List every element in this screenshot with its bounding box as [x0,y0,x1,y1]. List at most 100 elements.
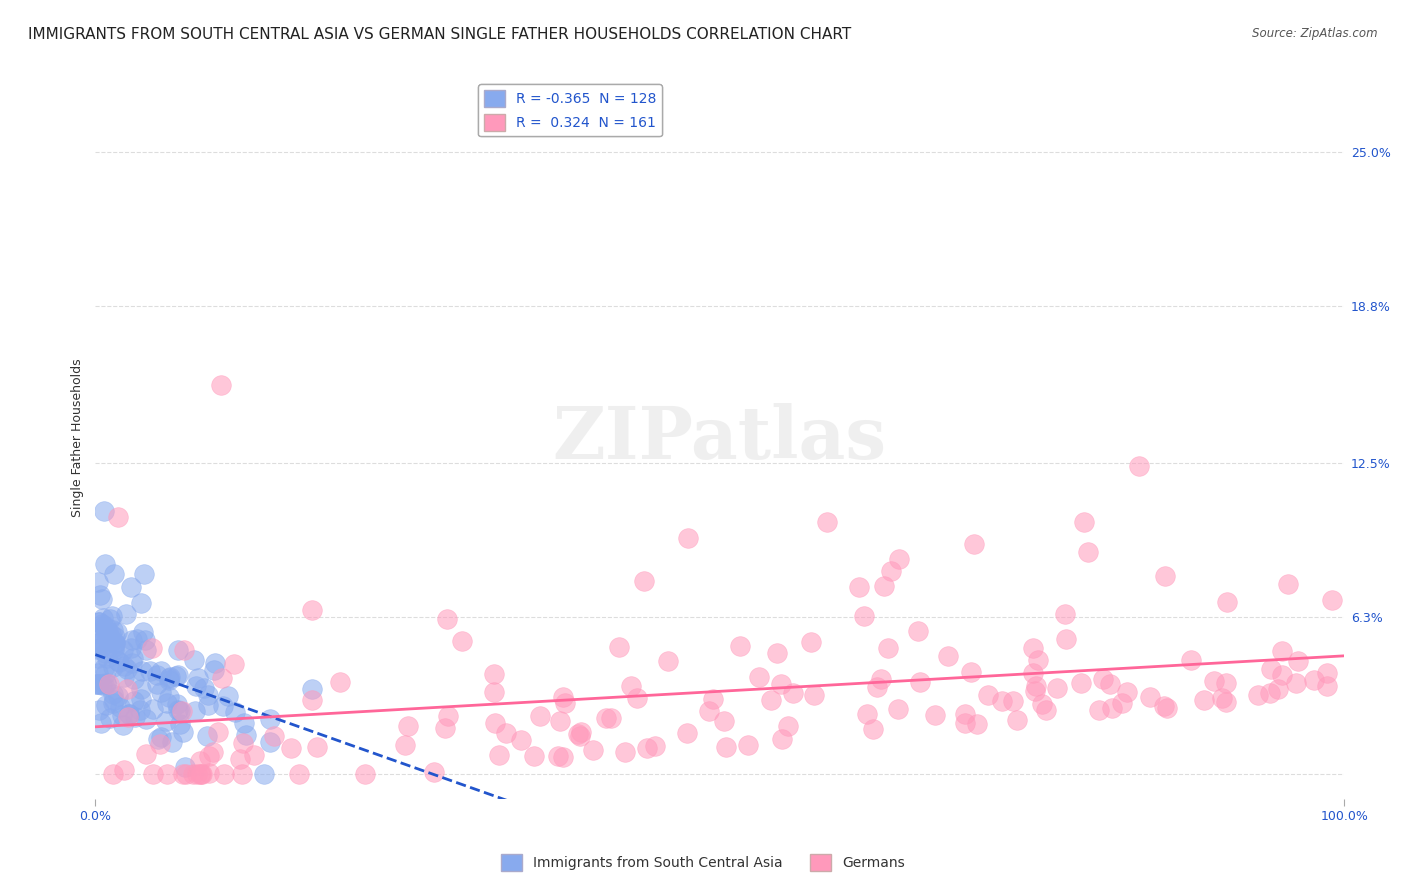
Point [436,709,458,723]
Point [112,763,135,777]
Point [107,689,129,703]
Point [103,640,125,654]
Point [1316,679,1339,693]
Point [396,719,419,733]
Point [595,711,617,725]
Point [204,656,226,670]
Point [86,642,108,657]
Point [231,766,253,780]
Point [172,766,194,780]
Point [301,693,323,707]
Point [782,686,804,700]
Point [157,671,180,685]
Point [156,766,179,780]
Point [183,653,205,667]
Point [609,640,631,654]
Point [149,664,172,678]
Point [134,633,156,648]
Point [117,709,139,723]
Point [118,707,141,722]
Point [91,611,114,625]
Point [89,635,111,649]
Point [569,730,592,744]
Point [1070,676,1092,690]
Point [1277,577,1299,591]
Point [697,704,720,718]
Point [145,677,167,691]
Point [157,690,180,705]
Point [1128,458,1150,473]
Point [301,603,323,617]
Point [174,766,197,780]
Point [211,671,233,685]
Point [104,636,127,650]
Point [1116,684,1139,698]
Point [98,611,121,625]
Point [86,634,108,648]
Point [107,655,129,669]
Point [86,575,108,590]
Point [173,760,195,774]
Point [129,692,152,706]
Point [253,766,276,780]
Point [1247,688,1270,702]
Point [554,696,576,710]
Point [160,735,183,749]
Point [1024,683,1046,698]
Point [197,688,219,702]
Point [187,671,209,685]
Point [121,656,143,670]
Point [103,693,125,707]
Legend: Immigrants from South Central Asia, Germans: Immigrants from South Central Asia, Germ… [495,848,911,876]
Point [1215,676,1237,690]
Point [886,702,908,716]
Point [1101,700,1123,714]
Point [803,688,825,702]
Point [547,748,569,763]
Point [877,640,900,655]
Point [159,670,181,684]
Point [1267,681,1289,696]
Point [135,747,157,762]
Point [120,580,142,594]
Point [170,704,193,718]
Point [1005,714,1028,728]
Point [101,608,124,623]
Point [89,615,111,629]
Point [1258,686,1281,700]
Point [87,651,110,665]
Point [482,666,505,681]
Text: ZIPatlas: ZIPatlas [553,402,887,474]
Point [636,740,658,755]
Point [112,643,135,657]
Point [93,667,115,681]
Point [288,766,311,780]
Point [202,745,225,759]
Point [191,766,214,780]
Point [495,726,517,740]
Point [190,754,212,768]
Point [183,766,205,780]
Point [977,688,1000,702]
Point [120,640,142,655]
Point [101,632,124,647]
Point [114,607,136,621]
Point [955,707,977,722]
Point [89,626,111,640]
Point [1053,607,1076,622]
Point [1211,690,1233,705]
Text: Source: ZipAtlas.com: Source: ZipAtlas.com [1253,27,1378,40]
Point [880,564,903,578]
Point [510,732,533,747]
Point [146,731,169,746]
Point [436,611,458,625]
Point [107,654,129,668]
Point [207,725,229,739]
Point [959,665,981,679]
Point [173,643,195,657]
Point [305,739,328,754]
Point [129,703,152,717]
Point [104,635,127,649]
Point [1099,677,1122,691]
Y-axis label: Single Father Households: Single Father Households [72,359,84,517]
